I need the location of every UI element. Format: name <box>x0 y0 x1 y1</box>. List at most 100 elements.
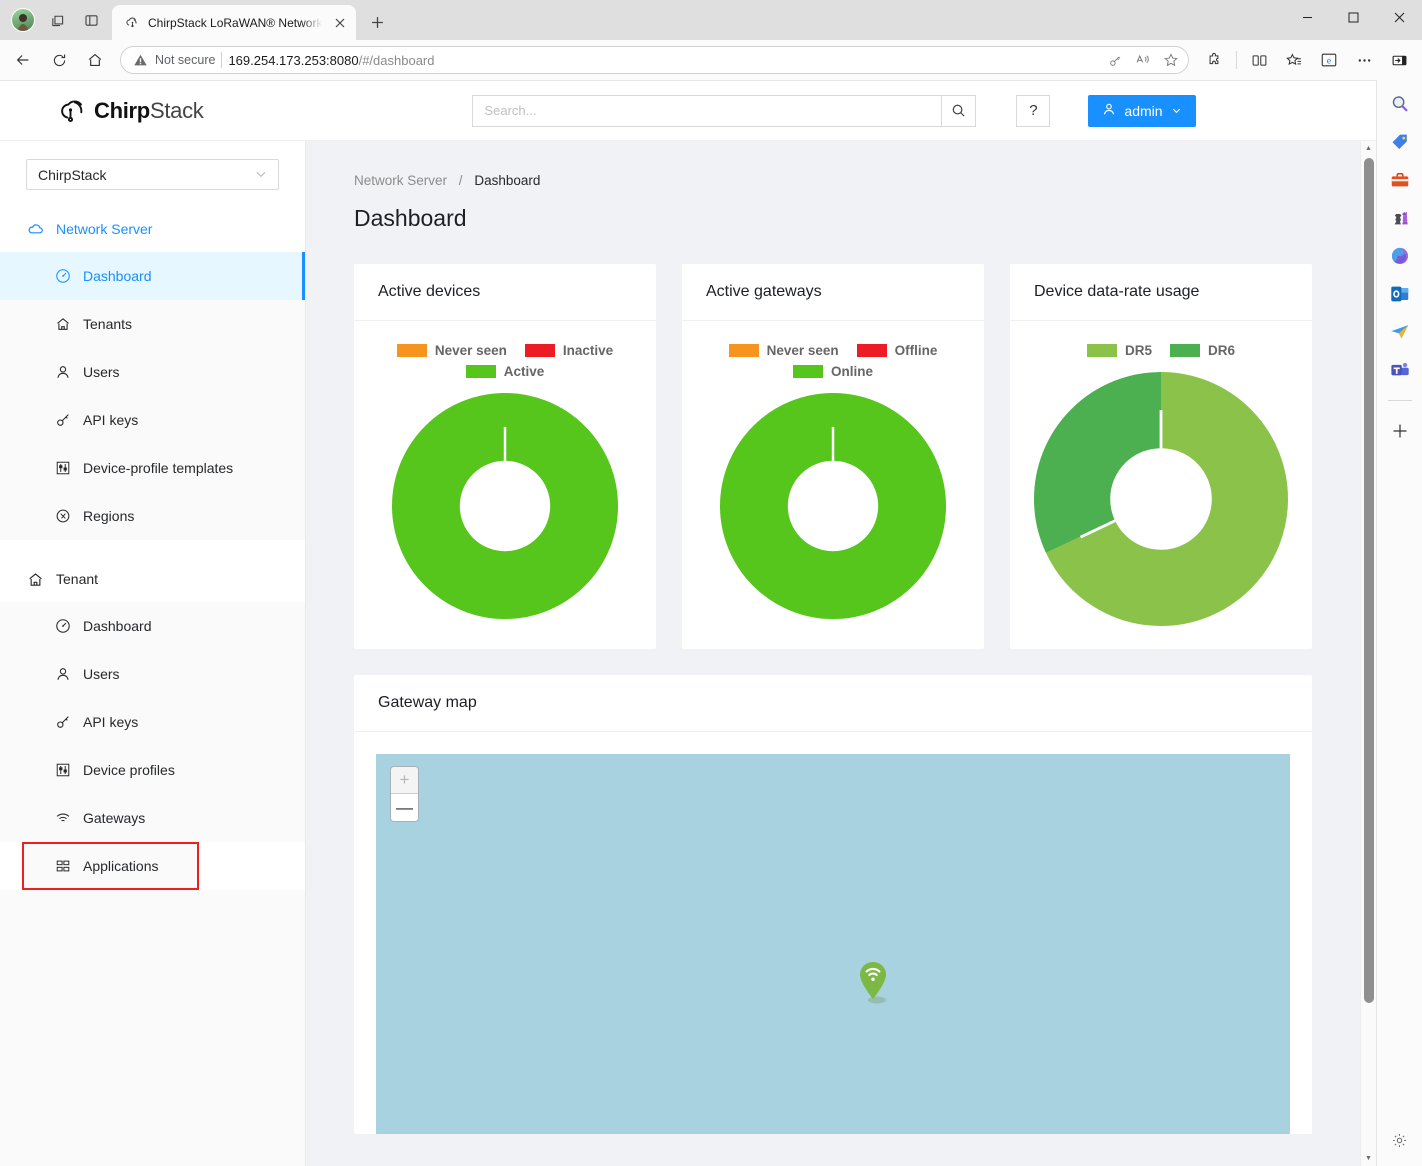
tenant-select[interactable]: ChirpStack <box>26 159 279 190</box>
sidebar-divider <box>1387 400 1412 401</box>
new-tab-button[interactable] <box>362 7 392 37</box>
nav-group-network-server[interactable]: Network Server <box>0 206 305 252</box>
cloud-icon <box>27 221 44 238</box>
profile-avatar-button[interactable] <box>6 3 40 37</box>
sliders-icon <box>54 460 71 477</box>
security-label: Not secure <box>155 53 216 67</box>
breadcrumb: Network Server / Dashboard <box>354 141 1312 188</box>
sidebar-filler <box>0 890 305 1166</box>
card-gateway-map: Gateway map + — <box>354 675 1312 1134</box>
sidebar-item-users-tenant[interactable]: Users <box>0 650 305 698</box>
chart-cards-row: Active devices Never seen Ina <box>354 264 1312 649</box>
collections-icon[interactable] <box>1277 44 1311 76</box>
profile-sidebar-icon[interactable] <box>1382 44 1416 76</box>
donut-chart-active-devices[interactable] <box>392 393 618 624</box>
extensions-icon[interactable] <box>1197 44 1231 76</box>
search-button[interactable] <box>942 94 977 127</box>
main-content: Network Server / Dashboard Dashboard Act… <box>306 141 1360 1166</box>
sidebar-item-device-profiles[interactable]: Device profiles <box>0 746 305 794</box>
window-close-button[interactable] <box>1376 0 1422 34</box>
card-body: Never seen Offline Online <box>682 321 984 642</box>
page-scrollbar[interactable]: ▲ ▼ <box>1360 141 1376 1166</box>
scroll-down-arrow-icon[interactable]: ▼ <box>1365 1155 1372 1162</box>
chirpstack-favicon <box>124 15 140 31</box>
legend-item[interactable]: Online <box>792 364 873 379</box>
scrollbar-thumb[interactable] <box>1364 158 1374 1003</box>
window-maximize-button[interactable] <box>1330 0 1376 34</box>
card-title: Active gateways <box>682 264 984 321</box>
send-icon[interactable] <box>1384 316 1416 348</box>
legend-item[interactable]: DR5 <box>1086 343 1152 358</box>
legend-item[interactable]: Never seen <box>396 343 507 358</box>
search-input[interactable]: Search... <box>472 94 943 127</box>
sidebar-item-regions[interactable]: Regions <box>0 492 305 540</box>
sidebar-item-api-keys-tenant[interactable]: API keys <box>0 698 305 746</box>
user-menu-button[interactable]: admin <box>1088 94 1196 127</box>
sidebar-item-dashboard-tenant[interactable]: Dashboard <box>0 602 305 650</box>
copilot-icon[interactable] <box>1384 240 1416 272</box>
page-viewport: ChirpStack Search... ? <box>0 80 1422 1166</box>
legend-label: DR5 <box>1124 343 1152 358</box>
sidebar-item-tenants[interactable]: Tenants <box>0 300 305 348</box>
chirpstack-app: ChirpStack Search... ? <box>0 80 1376 1166</box>
sidebar-item-applications[interactable]: Applications <box>22 842 199 890</box>
tab-close-icon[interactable] <box>330 13 350 33</box>
header-center: Search... ? admin <box>306 94 1362 127</box>
map-zoom-out-button[interactable]: — <box>391 794 418 821</box>
window-minimize-button[interactable] <box>1284 0 1330 34</box>
read-aloud-icon[interactable] <box>1130 48 1156 72</box>
tools-icon[interactable] <box>1384 164 1416 196</box>
legend-item[interactable]: Inactive <box>524 343 613 358</box>
chart-legend: DR5 DR6 <box>1086 343 1235 358</box>
omnibox-divider <box>221 52 223 68</box>
gateway-map[interactable]: + — <box>376 754 1290 1134</box>
sidebar-item-gateways[interactable]: Gateways <box>0 794 305 842</box>
settings-more-icon[interactable] <box>1347 44 1381 76</box>
refresh-icon[interactable] <box>42 44 76 76</box>
scrollbar-track[interactable] <box>1361 154 1376 1153</box>
app-logo[interactable]: ChirpStack <box>0 97 306 125</box>
gateway-marker[interactable] <box>855 959 893 1014</box>
sidebar-item-label: Users <box>83 364 120 380</box>
search-icon[interactable] <box>1384 88 1416 120</box>
home-icon[interactable] <box>78 44 112 76</box>
legend-item[interactable]: DR6 <box>1170 343 1235 358</box>
tab-actions-icon[interactable] <box>74 3 108 37</box>
sidebar-item-api-keys-ns[interactable]: API keys <box>0 396 305 444</box>
compass-icon <box>54 508 71 525</box>
legend-item[interactable]: Active <box>465 364 544 379</box>
legend-item[interactable]: Offline <box>856 343 937 358</box>
browser-tab[interactable]: ChirpStack LoRaWAN® Network <box>112 5 357 40</box>
address-bar[interactable]: Not secure 169.254.173.253:8080/#/dashbo… <box>120 46 1189 74</box>
gear-icon[interactable] <box>1384 1124 1416 1156</box>
outlook-icon[interactable] <box>1384 278 1416 310</box>
legend-item[interactable]: Never seen <box>728 343 839 358</box>
legend-swatch <box>396 344 427 357</box>
key-icon[interactable] <box>1102 48 1128 72</box>
chart-legend: Never seen Inactive Active <box>380 343 630 379</box>
nav-group-label: Network Server <box>56 221 153 237</box>
back-icon[interactable] <box>6 44 40 76</box>
nav-group-tenant[interactable]: Tenant <box>0 556 305 602</box>
ie-mode-icon[interactable]: e <box>1312 44 1346 76</box>
donut-chart-data-rate[interactable] <box>1034 372 1288 631</box>
games-icon[interactable] <box>1384 202 1416 234</box>
sidebar-item-dashboard-ns[interactable]: Dashboard <box>0 252 305 300</box>
favorite-star-icon[interactable] <box>1158 48 1184 72</box>
sidebar-item-device-profile-templates[interactable]: Device-profile templates <box>0 444 305 492</box>
sidebar-item-users-ns[interactable]: Users <box>0 348 305 396</box>
split-screen-icon[interactable] <box>1242 44 1276 76</box>
search-placeholder: Search... <box>484 103 537 118</box>
scroll-up-arrow-icon[interactable]: ▲ <box>1365 145 1372 152</box>
help-button[interactable]: ? <box>1016 94 1051 127</box>
workspaces-icon[interactable] <box>40 3 74 37</box>
teams-icon[interactable] <box>1384 354 1416 386</box>
breadcrumb-parent[interactable]: Network Server <box>354 173 448 188</box>
security-indicator[interactable]: Not secure <box>133 53 215 68</box>
shopping-tag-icon[interactable] <box>1384 126 1416 158</box>
donut-chart-active-gateways[interactable] <box>720 393 946 624</box>
card-active-gateways: Active gateways Never seen Of <box>682 264 984 649</box>
map-zoom-in-button[interactable]: + <box>391 767 418 794</box>
add-sidebar-app-button[interactable] <box>1384 415 1416 447</box>
sidebar-item-label: Applications <box>83 858 159 874</box>
